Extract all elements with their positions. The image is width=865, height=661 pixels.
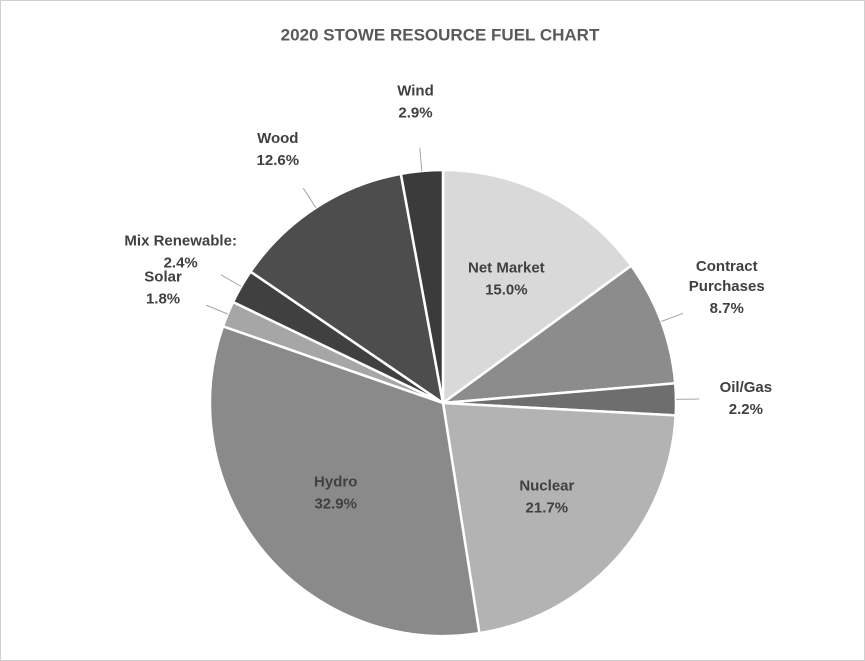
chart-title: 2020 STOWE RESOURCE FUEL CHART: [281, 25, 600, 44]
data-label-value: 15.0%: [485, 281, 528, 298]
data-label-name: Mix Renewable:: [124, 233, 237, 250]
data-label-name: Hydro: [314, 474, 357, 491]
data-label-name: Contract Purchases: [689, 258, 765, 295]
data-label-value: 32.9%: [314, 496, 357, 513]
leader-line: [302, 187, 317, 208]
leader-line: [205, 304, 228, 315]
pie-slice: [248, 172, 445, 406]
data-label-name: Nuclear: [519, 478, 574, 495]
data-label-name: Wood: [257, 130, 298, 147]
pie-slice: [441, 401, 677, 635]
data-label-name: Wind: [397, 82, 434, 99]
data-label-value: 12.6%: [257, 152, 300, 169]
leader-line: [419, 147, 423, 172]
data-label-name: Oil/Gas: [720, 379, 773, 396]
leader-line: [220, 274, 242, 287]
data-label-value: 8.7%: [710, 300, 744, 317]
data-label-value: 21.7%: [526, 500, 569, 517]
pie-slice: [441, 168, 633, 406]
pie-slice: [208, 324, 481, 638]
data-label-value: 1.8%: [146, 290, 180, 307]
pie-slice: [399, 168, 445, 404]
data-label-name: Solar: [144, 268, 182, 285]
data-label-name: Net Market: [468, 259, 545, 276]
leader-line: [661, 312, 684, 322]
data-label-value: 2.4%: [164, 255, 198, 272]
data-label-value: 2.9%: [398, 104, 432, 121]
data-label-value: 2.2%: [729, 401, 763, 418]
